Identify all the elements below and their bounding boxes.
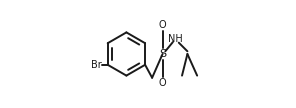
Text: O: O xyxy=(159,78,166,88)
Text: NH: NH xyxy=(168,34,183,44)
Text: S: S xyxy=(159,49,166,59)
Text: O: O xyxy=(159,20,166,30)
Text: Br: Br xyxy=(91,60,102,70)
